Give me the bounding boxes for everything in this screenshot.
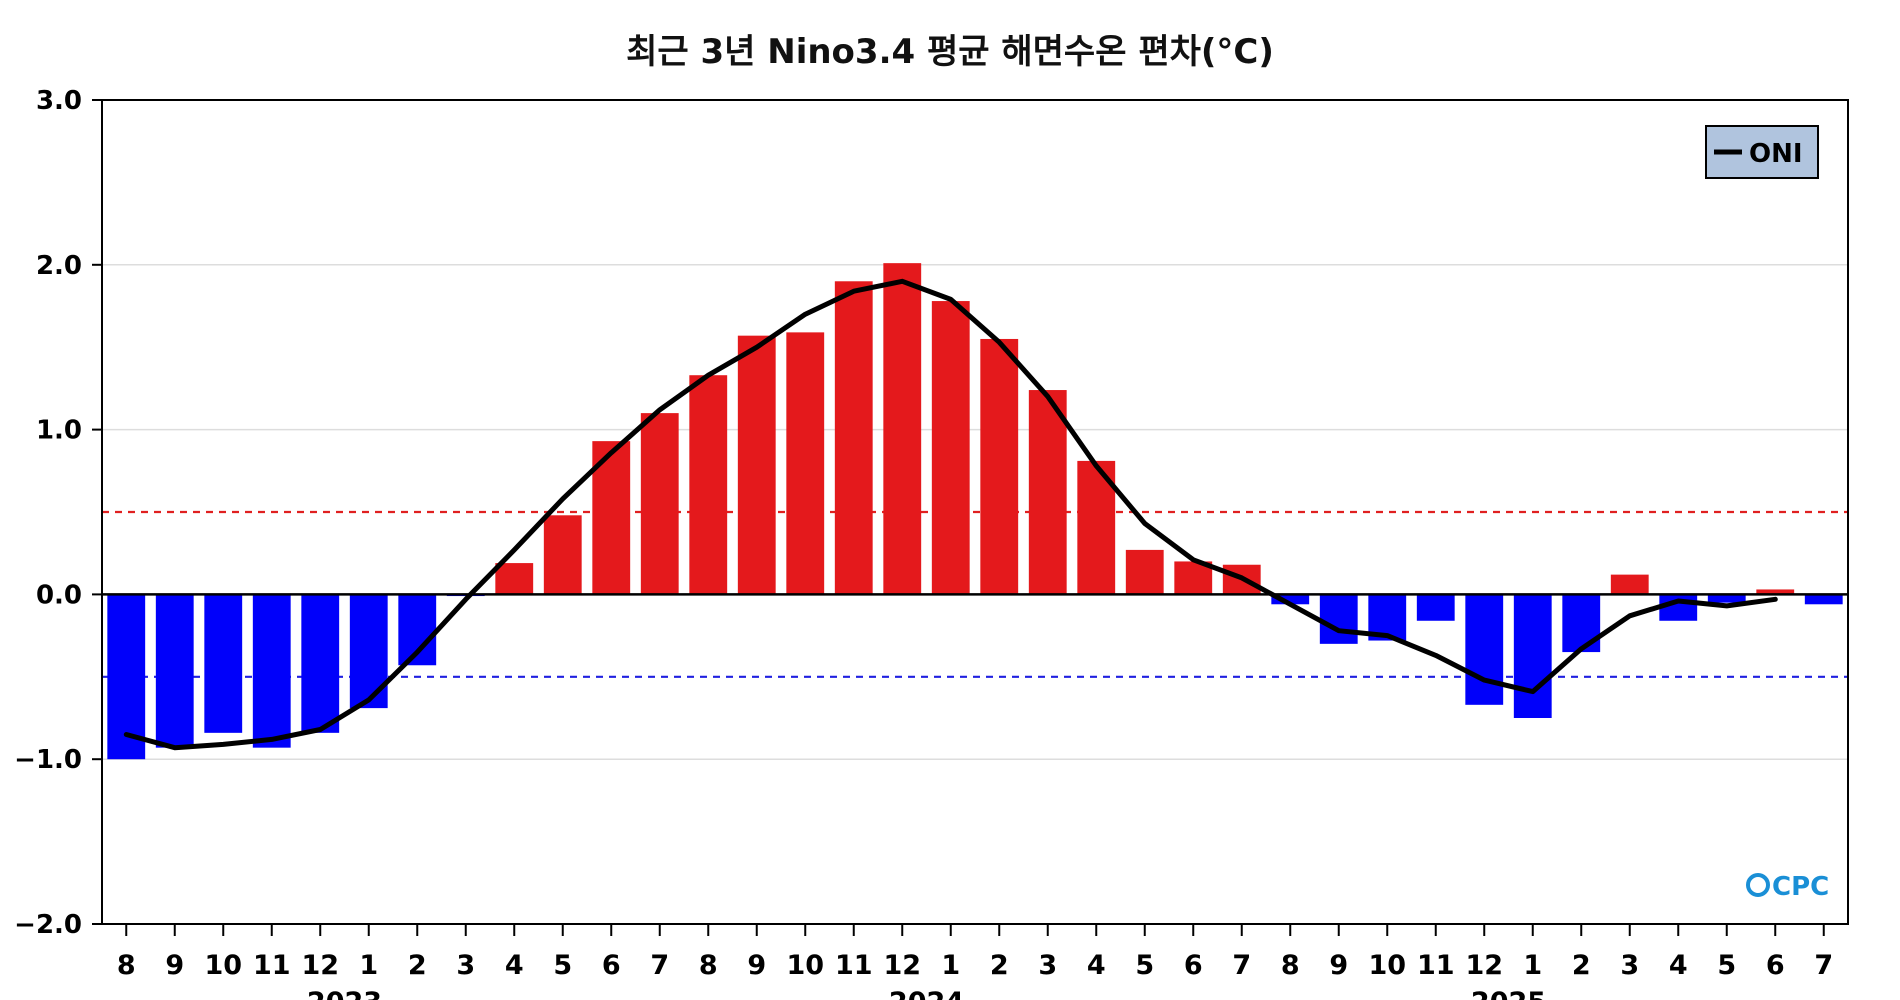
x-tick-label: 12: [1465, 950, 1503, 981]
y-tick-label: 2.0: [36, 251, 82, 281]
bar: [834, 281, 873, 595]
bar: [1756, 589, 1795, 595]
oni-line-layer: [123, 278, 1778, 751]
x-tick-label: 5: [553, 950, 572, 981]
x-tick-label: 9: [165, 950, 184, 981]
logo-text: CPC: [1772, 872, 1829, 902]
x-tick-label: 8: [1281, 950, 1300, 981]
bar: [204, 594, 243, 733]
x-tick-label: 10: [204, 950, 242, 981]
x-tick-label: 1: [1523, 950, 1542, 981]
x-tick-label: 9: [747, 950, 766, 981]
y-axis: 3.0 2.0 1.0 0.0 −1.0 −2.0: [14, 86, 102, 940]
x-tick-label: 11: [253, 950, 291, 981]
plot-frame: [101, 99, 1849, 925]
y-tick-label: −2.0: [14, 910, 82, 940]
legend-label-oni: ONI: [1749, 139, 1803, 169]
bar: [1610, 574, 1649, 595]
x-tick-label: 2: [408, 950, 427, 981]
x-tick-label: 5: [1135, 950, 1154, 981]
x-tick-label: 2: [1572, 950, 1591, 981]
x-tick-label: 8: [117, 950, 136, 981]
x-tick-label: 3: [456, 950, 475, 981]
bar: [543, 515, 582, 595]
x-tick-label: 11: [1417, 950, 1455, 981]
bar: [349, 594, 388, 709]
year-labels: 2023 2024 2025: [307, 987, 1546, 1000]
x-tick-label: 1: [941, 950, 960, 981]
year-label: 2024: [889, 987, 964, 1000]
year-label: 2023: [307, 987, 382, 1000]
oni-line: [123, 278, 1778, 751]
y-tick-label: 1.0: [36, 416, 82, 446]
bar: [155, 594, 194, 748]
bar: [1804, 594, 1843, 605]
cpc-logo: CPC: [1746, 872, 1829, 902]
x-axis: 8 9 10 11 12 1 2 3 4 5 6 7 8 9 10 11 12 1 2 3 4 5 6 7 8 9 10 11 12 1 2…: [117, 924, 1833, 981]
x-tick-label: 6: [1766, 950, 1785, 981]
bar: [786, 332, 825, 595]
x-tick-label: 7: [1814, 950, 1833, 981]
bar: [1465, 594, 1504, 705]
bar: [301, 594, 340, 733]
chart-title: 최근 3년 Nino3.4 평균 해면수온 편차(°C): [626, 32, 1274, 72]
x-tick-label: 3: [1620, 950, 1639, 981]
x-tick-label: 3: [1038, 950, 1057, 981]
bar: [1125, 549, 1164, 595]
x-tick-label: 4: [1669, 950, 1688, 981]
x-tick-label: 7: [1232, 950, 1251, 981]
year-label: 2025: [1471, 987, 1546, 1000]
bar: [640, 413, 679, 595]
x-tick-label: 10: [1368, 950, 1406, 981]
x-tick-label: 1: [359, 950, 378, 981]
bar: [1319, 594, 1358, 644]
x-tick-label: 12: [301, 950, 339, 981]
bars: [107, 263, 1843, 760]
x-tick-label: 6: [602, 950, 621, 981]
bar: [252, 594, 291, 748]
x-tick-label: 7: [650, 950, 669, 981]
gridlines: [102, 264, 1848, 760]
x-tick-label: 4: [505, 950, 524, 981]
legend: ONI: [1705, 125, 1819, 179]
x-tick-label: 6: [1184, 950, 1203, 981]
bar: [1028, 390, 1067, 595]
y-tick-label: 3.0: [36, 86, 82, 116]
x-tick-label: 12: [883, 950, 921, 981]
bar: [495, 563, 534, 595]
bar: [980, 338, 1019, 595]
x-tick-label: 9: [1329, 950, 1348, 981]
bar: [1416, 594, 1455, 621]
bar: [1513, 594, 1552, 718]
bar: [883, 263, 922, 595]
x-tick-label: 10: [786, 950, 824, 981]
bar: [737, 335, 776, 595]
x-tick-label: 8: [699, 950, 718, 981]
bar: [1271, 594, 1310, 605]
y-tick-label: −1.0: [14, 745, 82, 775]
bar: [689, 375, 728, 595]
bar: [1707, 594, 1746, 603]
bar: [1562, 594, 1601, 653]
bar: [931, 301, 970, 595]
logo-circle: [1746, 873, 1770, 897]
x-tick-label: 4: [1087, 950, 1106, 981]
x-tick-label: 11: [835, 950, 873, 981]
y-tick-label: 0.0: [36, 580, 82, 610]
bar: [107, 594, 146, 760]
x-tick-label: 2: [990, 950, 1009, 981]
x-tick-label: 5: [1717, 950, 1736, 981]
